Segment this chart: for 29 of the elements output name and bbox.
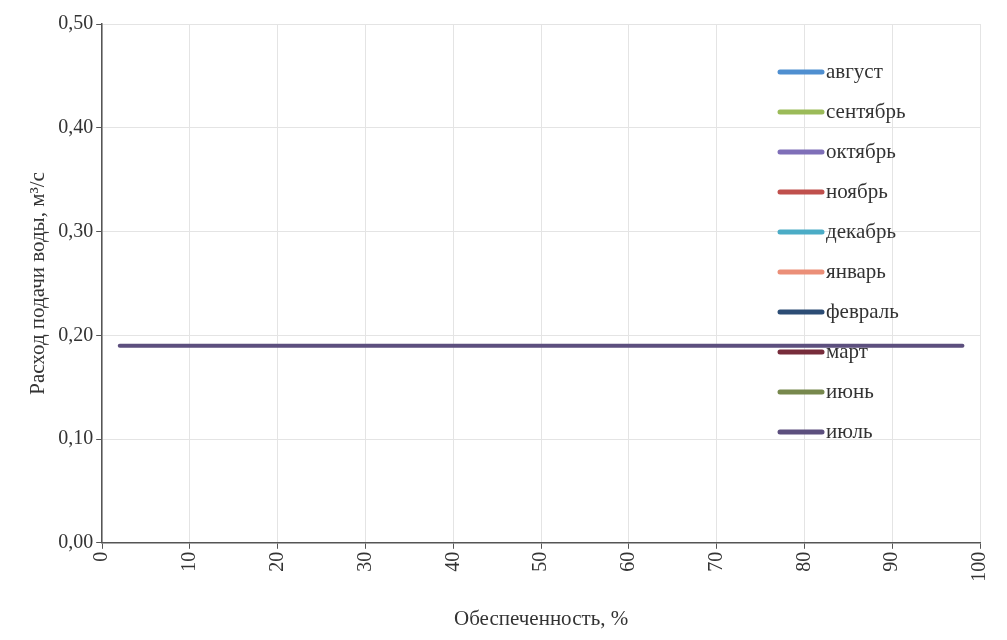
x-tick-label: 60	[616, 551, 639, 572]
x-tick-label: 30	[352, 551, 375, 572]
x-axis-title: Обеспеченность, %	[453, 605, 629, 630]
legend-label: ноябрь	[826, 178, 888, 203]
x-tick-label: 40	[440, 551, 463, 572]
x-tick-label: 20	[265, 551, 288, 572]
legend-label: февраль	[826, 298, 899, 323]
legend-label: март	[826, 338, 868, 363]
x-tick-label: 90	[879, 551, 902, 572]
legend-label: декабрь	[826, 218, 896, 243]
legend-label: октябрь	[826, 138, 896, 163]
y-tick-label: 0,40	[58, 115, 94, 138]
y-tick-label: 0,10	[58, 426, 94, 449]
x-tick-label: 0	[89, 551, 112, 562]
legend-label: август	[826, 58, 883, 83]
x-tick-label: 80	[791, 551, 814, 572]
y-tick-label: 0,00	[58, 530, 94, 553]
legend-label: июнь	[826, 378, 874, 403]
legend-label: июль	[826, 418, 873, 443]
y-tick-label: 0,30	[58, 218, 94, 241]
x-tick-label: 50	[528, 551, 551, 572]
x-tick-label: 70	[703, 551, 726, 572]
x-tick-label: 100	[967, 551, 990, 582]
y-tick-label: 0,50	[58, 11, 94, 34]
y-axis-title: Расход подачи воды, м³/с	[25, 172, 50, 395]
y-tick-label: 0,20	[58, 322, 94, 345]
legend-label: сентябрь	[826, 98, 906, 123]
x-tick-label: 10	[177, 551, 200, 572]
legend-label: январь	[826, 258, 886, 283]
